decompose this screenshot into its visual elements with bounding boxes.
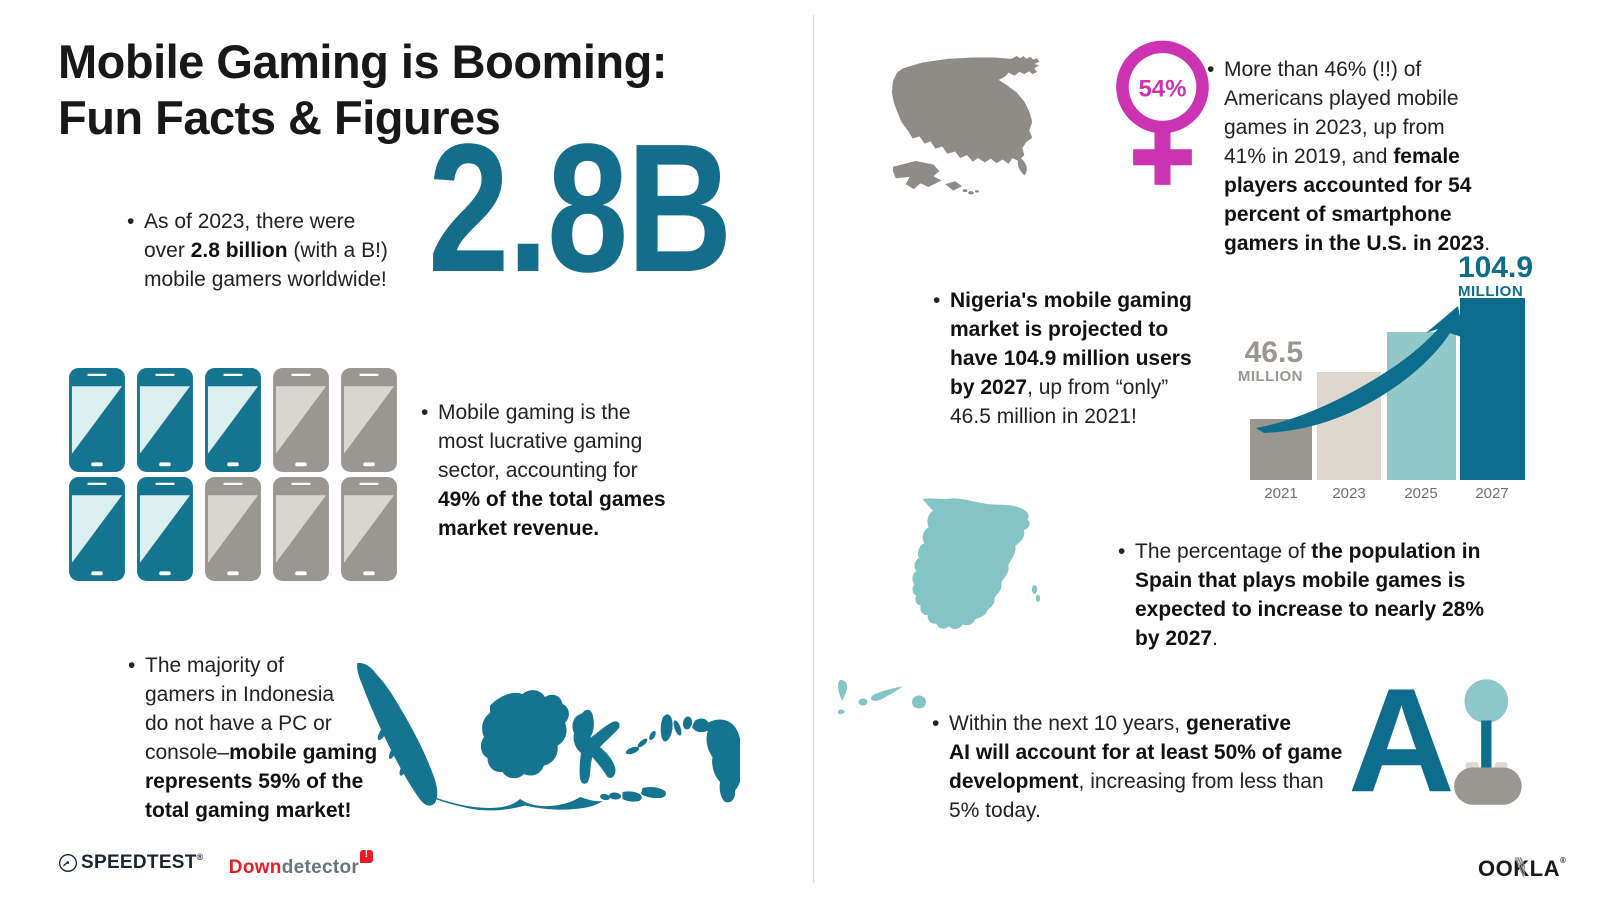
svg-text:2023: 2023 xyxy=(1332,485,1365,502)
svg-text:54%: 54% xyxy=(1138,76,1186,103)
svg-text:A: A xyxy=(1348,662,1455,823)
svg-text:2027: 2027 xyxy=(1475,485,1508,502)
svg-text:2025: 2025 xyxy=(1404,485,1437,502)
svg-text:2021: 2021 xyxy=(1264,485,1297,502)
